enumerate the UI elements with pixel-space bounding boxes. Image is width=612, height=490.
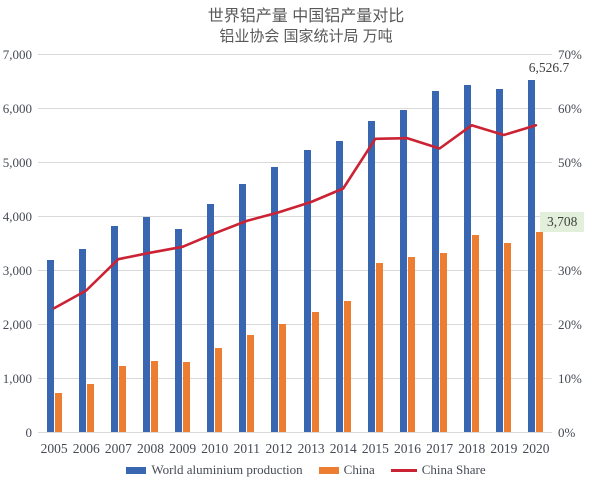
y-axis-tick-left: 2,000 [2,316,32,332]
x-axis-label-2010: 2010 [201,441,229,456]
legend-label-share: China Share [421,462,486,477]
world-bar-2014 [335,141,343,432]
x-axis-label-2011: 2011 [233,441,261,456]
x-axis-label-2020: 2020 [522,441,550,456]
x-axis-label-2019: 2019 [490,441,518,456]
x-axis-label-2006: 2006 [72,441,100,456]
x-axis-label-2007: 2007 [104,441,132,456]
legend-label-world: World aluminium production [151,462,303,477]
y-axis-tick-left: 3,000 [2,262,32,278]
y-axis-tick-left: 6,000 [2,100,32,116]
y-axis-tick-left: 4,000 [2,208,32,224]
china-bar-2007 [118,366,126,432]
y-axis-tick-right: 50% [558,154,582,170]
y-axis-tick-left: 5,000 [2,154,32,170]
y-axis-tick-right: 10% [558,370,582,386]
chart-legend: World aluminium production China China S… [0,462,612,478]
china-bar-2020 [536,231,544,432]
gridline [38,162,552,163]
gridline [38,54,552,55]
y-axis-tick-left: 7,000 [2,46,32,62]
x-axis-label-2016: 2016 [393,441,421,456]
plot-area [38,54,552,433]
china-bar-2019 [504,243,512,432]
y-axis-tick-right: 30% [558,262,582,278]
data-label-china-2020: 3,708 [540,212,585,232]
china-bar-2018 [472,234,480,432]
x-axis-label-2015: 2015 [361,441,389,456]
china-bar-2012 [279,324,287,432]
x-axis-label-2014: 2014 [329,441,357,456]
legend-item-china: China [318,462,375,478]
chart-subtitle: 铝业协会 国家统计局 万吨 [219,28,393,45]
world-bar-swatch-icon [126,466,147,474]
world-bar-2016 [399,109,407,432]
x-axis-label-2008: 2008 [136,441,164,456]
x-axis-label-2005: 2005 [40,441,68,456]
gridline [38,378,552,379]
gridline [38,108,552,109]
legend-item-world: World aluminium production [126,462,303,478]
y-axis-tick-right: 70% [558,46,582,62]
x-axis-label-2013: 2013 [297,441,325,456]
world-bar-2005 [46,259,54,432]
world-bar-2015 [367,120,375,432]
china-bar-2010 [215,347,223,432]
world-bar-2020 [528,79,536,432]
legend-item-share: China Share [390,462,486,478]
gridline [38,324,552,325]
china-bar-2011 [247,334,255,432]
chart-title: 世界铝产量 中国铝产量对比 [207,8,405,25]
gridline [38,432,552,433]
world-bar-2012 [271,166,279,432]
world-bar-2006 [78,248,86,432]
china-bar-2005 [54,392,62,432]
world-bar-2017 [432,90,440,432]
y-axis-tick-right: 60% [558,100,582,116]
china-bar-2013 [311,311,319,432]
y-axis-tick-left: 1,000 [2,370,32,386]
world-bar-2010 [207,203,215,432]
china-bar-2015 [375,262,383,432]
data-label-world-2020: 6,526.7 [528,60,570,75]
world-bar-2008 [142,217,150,432]
china-bar-2016 [407,256,415,432]
china-bar-2014 [343,300,351,432]
world-bar-2013 [303,149,311,432]
y-axis-tick-right: 20% [558,316,582,332]
world-bar-2009 [175,228,183,432]
china-bar-2009 [183,362,191,432]
world-bar-2011 [239,183,247,432]
world-bar-2018 [464,85,472,432]
china-bar-2008 [150,360,158,432]
china-share-line-swatch-icon [390,468,417,472]
world-bar-2007 [110,226,118,432]
x-axis-label-2018: 2018 [458,441,486,456]
x-axis-label-2009: 2009 [169,441,197,456]
legend-label-china: China [343,462,375,477]
y-axis-tick-right: 0% [558,424,576,440]
world-bar-2019 [496,88,504,432]
gridline [38,216,552,217]
china-bar-swatch-icon [318,466,339,474]
china-bar-2006 [86,383,94,432]
china-bar-2017 [440,252,448,432]
x-axis-label-2017: 2017 [426,441,454,456]
x-axis-label-2012: 2012 [265,441,293,456]
y-axis-tick-left: 0 [25,424,33,440]
